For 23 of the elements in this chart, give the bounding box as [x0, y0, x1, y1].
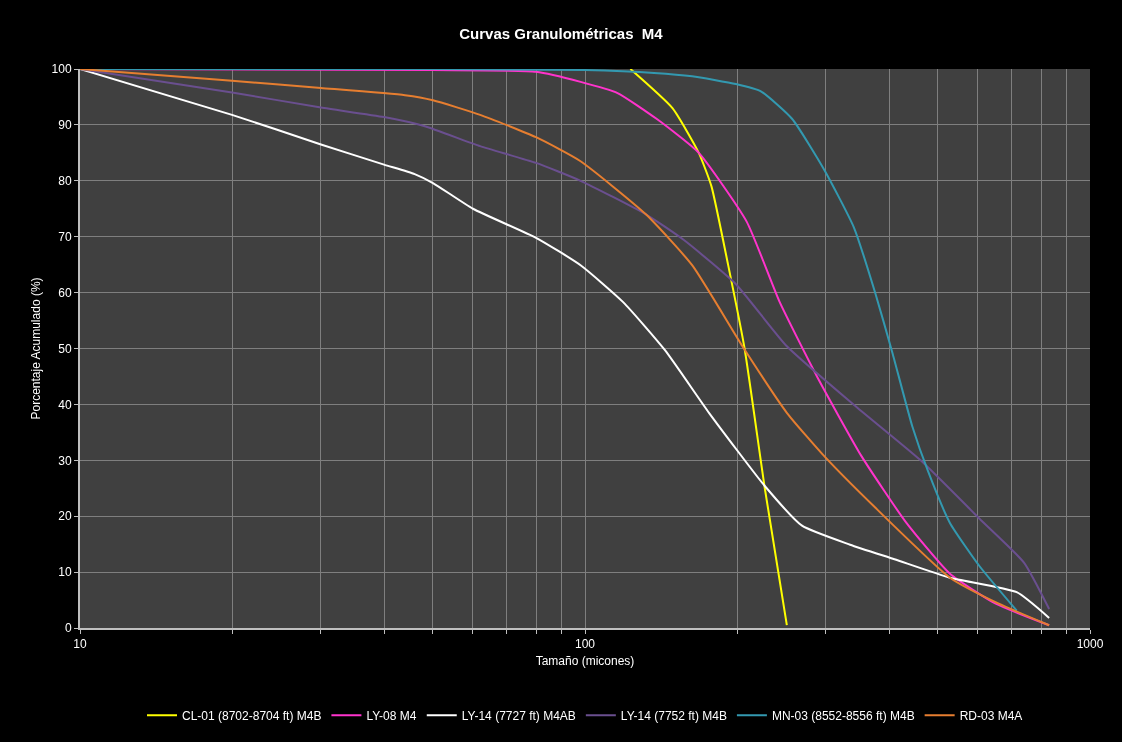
y-tick-label: 100 [51, 62, 72, 77]
y-tick-label: 60 [58, 285, 72, 300]
legend-label: RD-03 M4A [959, 708, 1023, 723]
y-tick-label: 80 [58, 174, 72, 188]
y-axis-title: Porcentaje Acumulado (%) [29, 277, 44, 420]
y-tick-label: 90 [58, 118, 72, 133]
y-tick-label: 70 [58, 229, 72, 244]
x-axis-title: Tamaño (micones) [535, 653, 635, 668]
y-tick-label: 20 [58, 509, 72, 524]
legend-label: LY-14 (7752 ft) M4B [620, 708, 727, 723]
chart-title: Curvas Granulométricas M4 [459, 24, 664, 42]
y-tick-label: 50 [58, 341, 72, 356]
y-tick-label: 10 [58, 565, 72, 580]
legend-label: MN-03 (8552-8556 ft) M4B [771, 708, 915, 723]
y-tick-label: 30 [58, 453, 72, 468]
legend-label: CL-01 (8702-8704 ft) M4B [182, 708, 322, 723]
x-tick-label: 10 [73, 637, 87, 652]
y-tick-label: 0 [64, 621, 72, 636]
y-tick-label: 40 [58, 397, 72, 412]
legend-label: LY-14 (7727 ft) M4AB [461, 708, 576, 723]
x-tick-label: 100 [574, 637, 596, 652]
legend-label: LY-08 M4 [366, 708, 417, 723]
x-tick-label: 1000 [1076, 637, 1104, 652]
